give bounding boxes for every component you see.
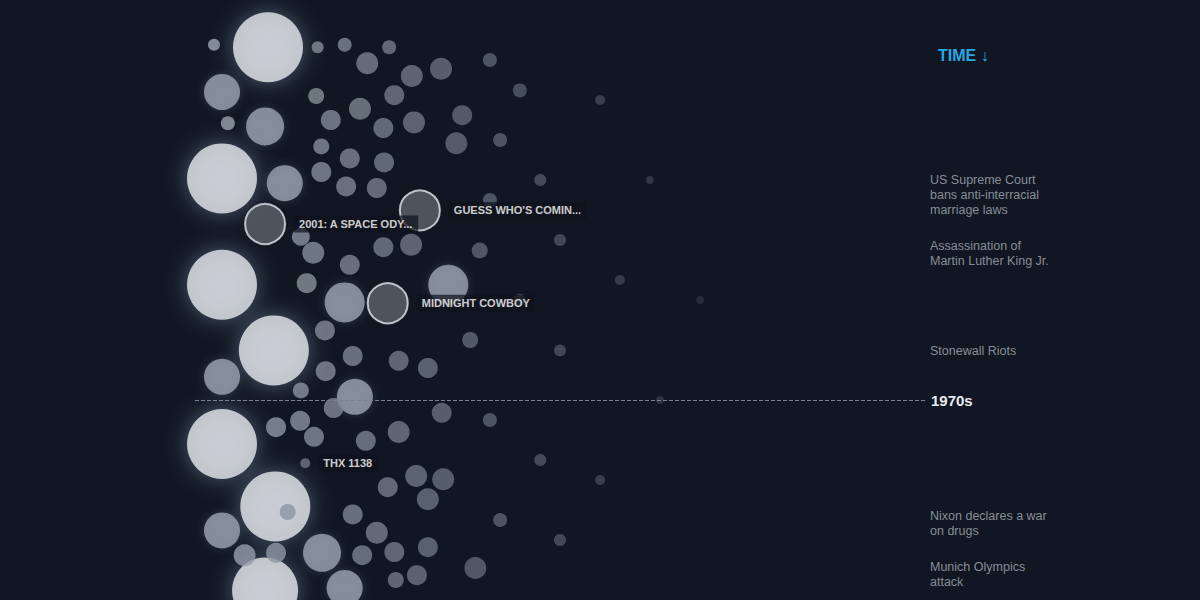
svg-text:attack: attack: [930, 575, 964, 589]
svg-text:Martin Luther King Jr.: Martin Luther King Jr.: [930, 254, 1049, 268]
svg-text:Nixon declares a war: Nixon declares a war: [930, 509, 1050, 523]
svg-text:US Supreme Court: US Supreme Court: [930, 173, 1039, 187]
svg-text:on drugs: on drugs: [930, 524, 979, 538]
svg-text:THX 1138: THX 1138: [323, 457, 372, 469]
svg-text:2001: A SPACE ODY...: 2001: A SPACE ODY...: [299, 218, 412, 230]
svg-text:GUESS WHO'S COMIN...: GUESS WHO'S COMIN...: [454, 204, 581, 216]
svg-text:Stonewall Riots: Stonewall Riots: [930, 344, 1016, 358]
svg-text:Munich Olympics: Munich Olympics: [930, 560, 1029, 574]
svg-text:Assassination of: Assassination of: [930, 239, 1025, 253]
svg-text:1970s: 1970s: [931, 392, 973, 409]
svg-text:marriage laws: marriage laws: [930, 203, 1008, 217]
svg-text:bans anti-interracial: bans anti-interracial: [930, 188, 1043, 202]
svg-text:MIDNIGHT COWBOY: MIDNIGHT COWBOY: [422, 297, 531, 309]
svg-text:TIME ↓: TIME ↓: [938, 47, 989, 64]
